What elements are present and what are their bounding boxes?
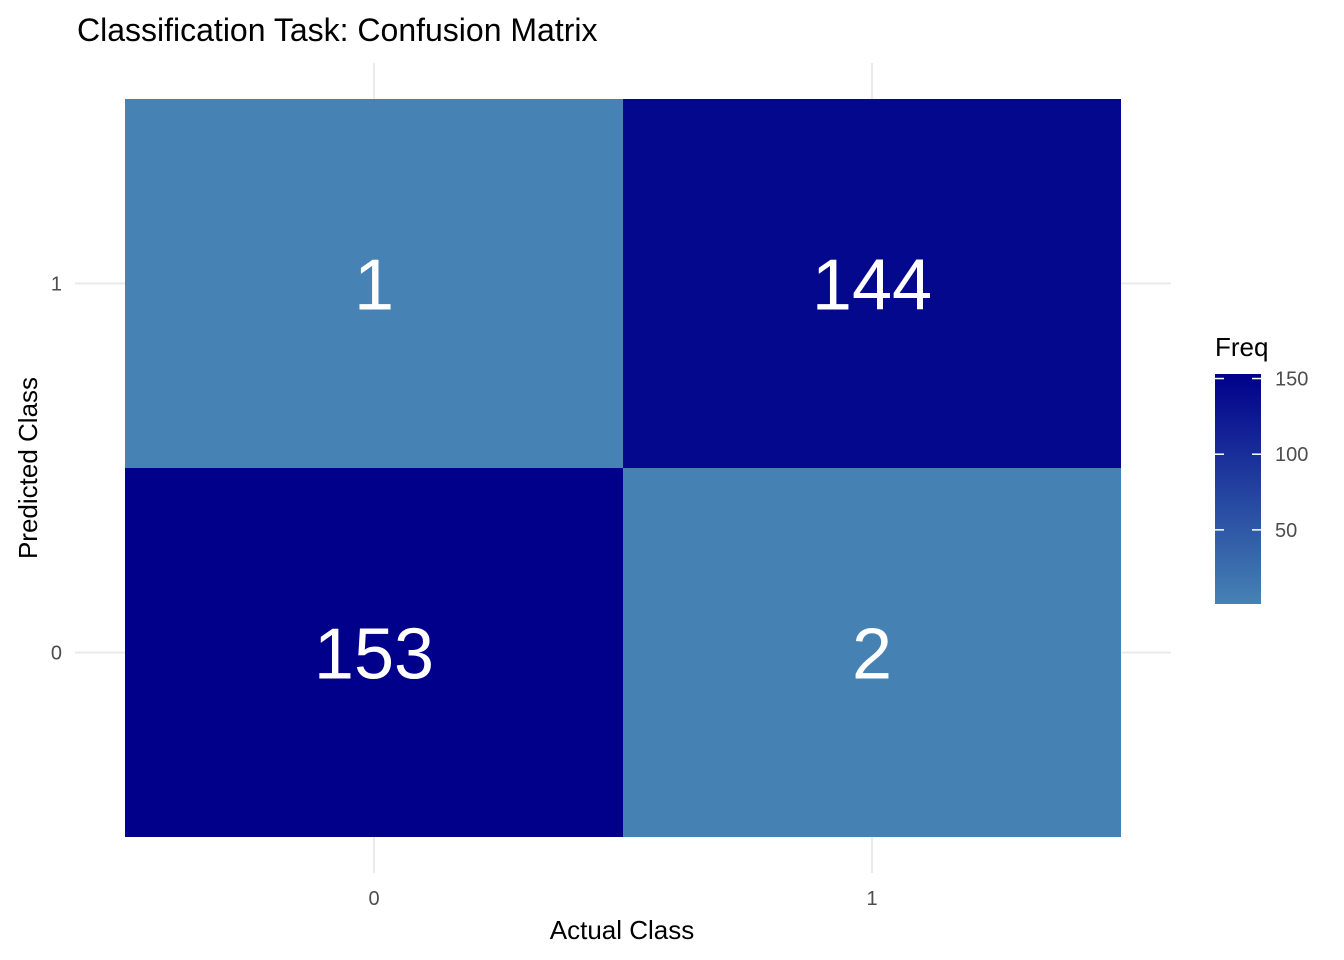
cell-value-label: 144 xyxy=(812,246,932,326)
cell-labels: 1 144 153 2 xyxy=(314,246,932,695)
legend-tick-label: 150 xyxy=(1275,369,1308,391)
y-tick-label: 1 xyxy=(51,274,62,296)
heatmap-cell xyxy=(623,468,1121,837)
x-tick-label: 1 xyxy=(866,888,877,910)
legend-title: Freq xyxy=(1215,332,1268,362)
legend-colorbar xyxy=(1215,374,1261,604)
x-axis-title: Actual Class xyxy=(550,915,695,945)
heatmap-cell xyxy=(125,99,623,468)
legend: Freq 50 100 150 xyxy=(1215,332,1308,604)
legend-tick-label: 50 xyxy=(1275,520,1297,542)
x-tick-label: 0 xyxy=(368,888,379,910)
chart-title: Classification Task: Confusion Matrix xyxy=(77,12,598,48)
y-axis-title: Predicted Class xyxy=(13,377,43,559)
heatmap-cell xyxy=(125,468,623,837)
cell-value-label: 153 xyxy=(314,615,434,695)
cell-value-label: 1 xyxy=(354,246,394,326)
heatmap-cells xyxy=(125,99,1121,837)
y-axis-ticks: 01 xyxy=(51,274,62,665)
heatmap-cell xyxy=(623,99,1121,468)
legend-tick-label: 100 xyxy=(1275,444,1308,466)
y-tick-label: 0 xyxy=(51,643,62,665)
cell-value-label: 2 xyxy=(852,615,892,695)
legend-ticks: 50 100 150 xyxy=(1215,369,1308,542)
